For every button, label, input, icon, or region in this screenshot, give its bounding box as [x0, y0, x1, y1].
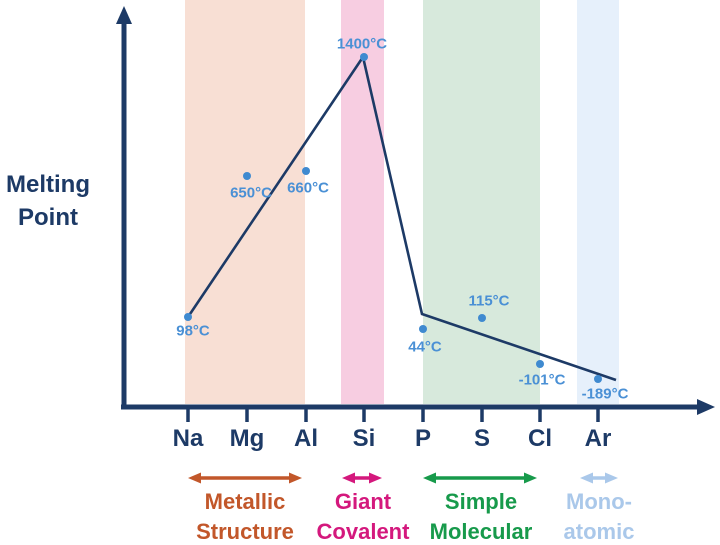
x-axis-arrowhead	[697, 399, 715, 415]
data-point-p	[419, 325, 427, 333]
legend-arrowhead-left	[423, 472, 436, 484]
x-tick-label-s: S	[473, 425, 491, 452]
band-simple-molecular	[423, 0, 540, 404]
y-axis-arrowhead	[116, 6, 132, 24]
x-tick-label-si: Si	[352, 425, 376, 452]
x-tick-label-mg: Mg	[229, 425, 265, 452]
x-tick-label-ar: Ar	[584, 425, 612, 452]
legend-arrowhead-right	[289, 472, 302, 484]
legend-label-mono-atomic-line2: atomic	[563, 519, 635, 544]
legend-label-giant-covalent: Giant Covalent	[317, 487, 410, 545]
x-axis	[121, 399, 715, 415]
point-label-cl: -101°C	[518, 371, 566, 389]
band-giant-covalent	[341, 0, 384, 404]
y-axis-label-line1: Melting	[6, 171, 90, 198]
x-tick-label-p: P	[414, 425, 432, 452]
legend-label-simple-molecular: Simple Molecular	[430, 487, 533, 545]
point-label-ar: -189°C	[581, 385, 629, 403]
band-metallic-structure	[185, 0, 305, 404]
legend-arrow-mono-atomic	[580, 472, 618, 484]
legend-label-metallic-structure-line2: Structure	[196, 519, 294, 544]
trend-line	[186, 53, 617, 382]
legend-arrows	[188, 472, 618, 484]
legend-arrow-simple-molecular	[423, 472, 537, 484]
x-axis-ticks	[186, 409, 600, 422]
y-axis-label-line2: Point	[18, 204, 78, 231]
point-label-na: 98°C	[176, 322, 210, 340]
data-point-ar	[594, 375, 602, 383]
legend-arrow-metallic-structure	[188, 472, 302, 484]
y-axis-label: Melting Point	[0, 168, 96, 234]
legend-label-simple-molecular-line1: Simple	[444, 489, 518, 514]
point-label-si: 1400°C	[336, 35, 388, 53]
legend-arrowhead-right	[369, 472, 382, 484]
legend-label-mono-atomic: Mono-atomic	[564, 487, 635, 545]
band-mono-atomic	[577, 0, 619, 404]
legend-label-metallic-structure: Metallic Structure	[196, 487, 294, 545]
point-label-p: 44°C	[408, 338, 442, 356]
legend-label-mono-atomic-line1: Mono-	[566, 489, 632, 514]
legend-arrowhead-right	[524, 472, 537, 484]
data-point-al	[302, 167, 310, 175]
data-point-mg	[243, 172, 251, 180]
legend-arrow-giant-covalent	[342, 472, 382, 484]
point-label-al: 660°C	[287, 179, 329, 197]
data-point-s	[478, 314, 486, 322]
legend-arrowhead-left	[188, 472, 201, 484]
legend-arrowhead-right	[605, 472, 618, 484]
x-tick-label-cl: Cl	[528, 425, 552, 452]
x-tick-label-na: Na	[172, 425, 204, 452]
legend-label-metallic-structure-line1: Metallic	[204, 489, 286, 514]
data-point-cl	[536, 360, 544, 368]
x-tick-label-al: Al	[294, 425, 318, 452]
legend-label-simple-molecular-line2: Molecular	[429, 519, 533, 544]
y-axis	[116, 6, 132, 409]
data-points	[184, 53, 602, 383]
legend-label-giant-covalent-line2: Covalent	[316, 519, 410, 544]
legend-arrowhead-left	[342, 472, 355, 484]
legend-arrowhead-left	[580, 472, 593, 484]
data-point-na	[184, 313, 192, 321]
data-point-si	[360, 53, 368, 61]
point-label-mg: 650°C	[230, 184, 272, 202]
point-label-s: 115°C	[468, 292, 510, 310]
legend-label-giant-covalent-line1: Giant	[334, 489, 392, 514]
